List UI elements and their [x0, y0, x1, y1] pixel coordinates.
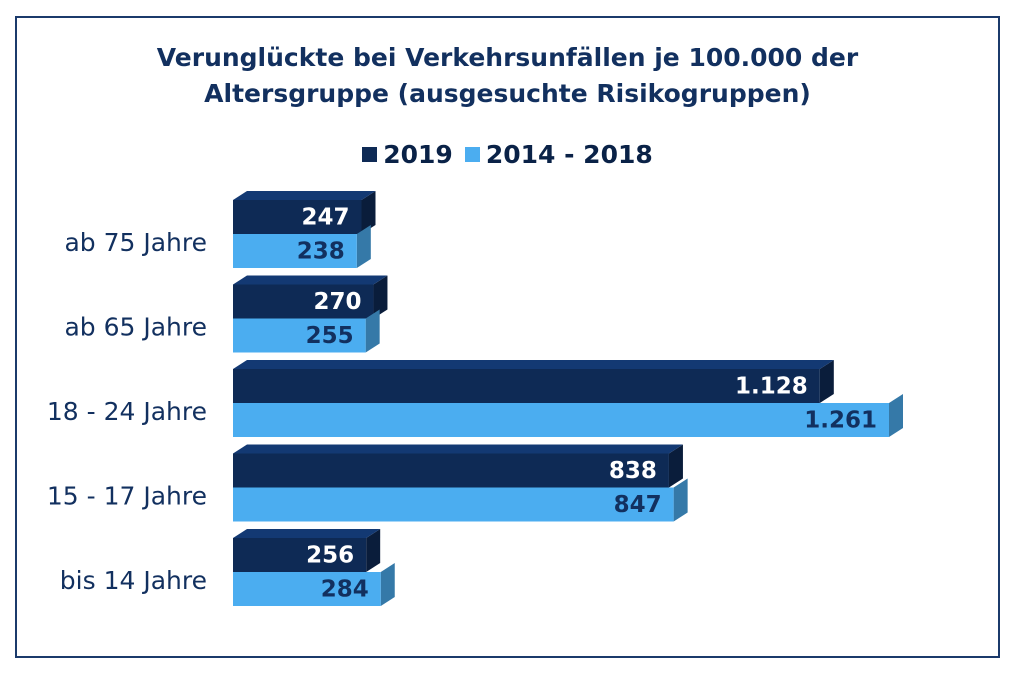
legend-label-2019: 2019 — [383, 140, 453, 169]
bar-2014-2018 — [233, 234, 357, 268]
category-label: ab 75 Jahre — [64, 228, 207, 257]
bar-top-2019 — [233, 360, 834, 369]
bar-2019 — [233, 284, 374, 319]
chart-title: Verunglückte bei Verkehrsunfällen je 100… — [0, 40, 1015, 112]
legend-swatch-2019 — [362, 147, 378, 162]
bar-2019 — [233, 538, 367, 572]
data-label-2019: 256 — [306, 543, 354, 569]
bar-group-bis-14-jahre: bis 14 Jahre 256 284 — [60, 529, 395, 606]
legend-label-2014-2018: 2014 - 2018 — [485, 140, 653, 169]
bar-side-2019 — [819, 360, 834, 403]
data-label-2019: 247 — [301, 205, 349, 231]
bar-side-2019 — [366, 529, 381, 572]
bar-side-2019 — [668, 444, 683, 488]
bar-top-2019 — [233, 275, 388, 285]
bar-top-2019 — [233, 444, 683, 454]
bar-2014-2018 — [233, 487, 674, 522]
bar-side-2014-2018 — [356, 225, 371, 268]
bar-side-2014-2018 — [380, 563, 395, 606]
bar-2019 — [233, 200, 362, 234]
chart-title-line-1: Verunglückte bei Verkehrsunfällen je 100… — [156, 43, 859, 72]
legend-swatch-2014-2018 — [464, 147, 480, 162]
category-label: 15 - 17 Jahre — [47, 482, 207, 511]
legend-item-2014-2018: 2014 - 2018 — [464, 140, 653, 169]
data-label-2014-2018: 847 — [614, 492, 662, 518]
chart-legend: 2019 2014 - 2018 — [0, 140, 1015, 169]
bar-top-2019 — [233, 191, 376, 200]
bar-group-15-17-jahre: 15 - 17 Jahre 838 847 — [47, 444, 688, 522]
bar-2014-2018 — [233, 403, 889, 437]
category-label: bis 14 Jahre — [60, 566, 207, 595]
bar-group-18-24-jahre: 18 - 24 Jahre 1.128 1.261 — [47, 360, 903, 437]
data-label-2019: 838 — [609, 458, 657, 484]
bar-side-2014-2018 — [673, 478, 688, 522]
bar-side-2014-2018 — [889, 394, 903, 437]
bar-group-ab-75-jahre: ab 75 Jahre 247 238 — [64, 191, 376, 268]
data-label-2019: 1.128 — [735, 374, 808, 400]
chart-title-line-2: Altersgruppe (ausgesuchte Risikogruppen) — [204, 79, 811, 108]
bar-2014-2018 — [233, 318, 366, 353]
category-label: 18 - 24 Jahre — [47, 397, 207, 426]
bar-2019 — [233, 369, 820, 403]
chart-frame — [15, 16, 1000, 658]
data-label-2014-2018: 255 — [306, 323, 354, 349]
data-label-2014-2018: 238 — [297, 239, 345, 265]
legend-item-2019: 2019 — [362, 140, 453, 169]
data-label-2019: 270 — [313, 289, 361, 315]
data-label-2014-2018: 1.261 — [804, 408, 877, 434]
bar-side-2019 — [361, 191, 376, 234]
data-label-2014-2018: 284 — [321, 577, 369, 603]
bar-2019 — [233, 453, 669, 488]
bar-top-2019 — [233, 529, 381, 538]
bar-side-2019 — [373, 275, 388, 319]
category-label: ab 65 Jahre — [64, 313, 207, 342]
bar-2014-2018 — [233, 572, 381, 606]
bar-group-ab-65-jahre: ab 65 Jahre 270 255 — [64, 275, 388, 353]
bar-side-2014-2018 — [365, 309, 380, 353]
